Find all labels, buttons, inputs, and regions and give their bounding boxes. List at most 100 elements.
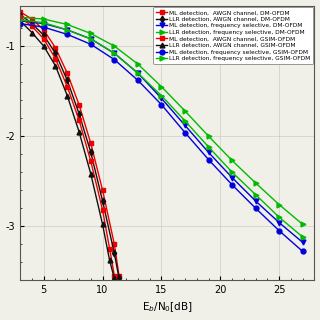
ML detection,  AWGN channel, DM-OFDM [53,46,57,50]
ML detection, frequency selective, DM-OFDM [18,19,22,23]
ML detection, frequency selective, DM-OFDM [301,240,305,244]
ML detection, frequency selective, DM-OFDM [42,22,46,26]
LLR detection, AWGN channel, GSIM-OFDM [77,130,81,133]
ML detection,  AWGN channel, GSIM-OFDM [77,118,81,122]
Line: ML detection, frequency selective, DM-OFDM: ML detection, frequency selective, DM-OF… [18,19,305,245]
LLR detection, frequency selective, DM-OFDM [136,62,140,66]
LLR detection, frequency selective, GSIM-OFDM [18,18,22,22]
ML detection, frequency selective, GSIM-OFDM [89,42,93,46]
ML detection, frequency selective, DM-OFDM [112,52,116,55]
LLR detection, AWGN channel, GSIM-OFDM [65,94,69,98]
ML detection,  AWGN channel, GSIM-OFDM [18,15,22,19]
ML detection,  AWGN channel, DM-OFDM [42,28,46,32]
LLR detection, AWGN channel, DM-OFDM [101,199,105,203]
LLR detection, frequency selective, DM-OFDM [65,22,69,26]
ML detection,  AWGN channel, GSIM-OFDM [108,247,112,251]
LLR detection, frequency selective, GSIM-OFDM [230,170,234,174]
LLR detection, AWGN channel, DM-OFDM [117,276,121,280]
ML detection, frequency selective, GSIM-OFDM [277,229,281,233]
ML detection, frequency selective, DM-OFDM [207,150,211,154]
ML detection, frequency selective, DM-OFDM [89,37,93,41]
LLR detection, frequency selective, DM-OFDM [159,85,163,89]
LLR detection, frequency selective, GSIM-OFDM [207,145,211,149]
LLR detection, AWGN channel, GSIM-OFDM [89,172,93,176]
ML detection, frequency selective, GSIM-OFDM [42,25,46,29]
Line: ML detection,  AWGN channel, GSIM-OFDM: ML detection, AWGN channel, GSIM-OFDM [18,15,117,278]
ML detection, frequency selective, DM-OFDM [254,199,258,203]
LLR detection, AWGN channel, GSIM-OFDM [18,19,22,23]
ML detection, frequency selective, GSIM-OFDM [159,103,163,107]
LLR detection, AWGN channel, DM-OFDM [18,13,22,17]
LLR detection, frequency selective, DM-OFDM [112,44,116,48]
ML detection,  AWGN channel, GSIM-OFDM [30,24,34,28]
LLR detection, frequency selective, DM-OFDM [277,203,281,206]
LLR detection, frequency selective, GSIM-OFDM [136,71,140,75]
Line: ML detection,  AWGN channel, DM-OFDM: ML detection, AWGN channel, DM-OFDM [18,9,122,278]
LLR detection, frequency selective, DM-OFDM [254,181,258,185]
ML detection, frequency selective, DM-OFDM [159,96,163,100]
LLR detection, AWGN channel, DM-OFDM [30,22,34,26]
LLR detection, frequency selective, GSIM-OFDM [301,235,305,239]
ML detection,  AWGN channel, DM-OFDM [117,274,121,278]
ML detection,  AWGN channel, DM-OFDM [112,242,116,246]
ML detection, frequency selective, GSIM-OFDM [65,32,69,36]
LLR detection, frequency selective, GSIM-OFDM [42,21,46,25]
ML detection, frequency selective, DM-OFDM [277,221,281,225]
ML detection, frequency selective, DM-OFDM [230,176,234,180]
ML detection,  AWGN channel, DM-OFDM [101,188,105,192]
ML detection,  AWGN channel, DM-OFDM [89,141,93,145]
ML detection,  AWGN channel, GSIM-OFDM [112,274,116,278]
Line: LLR detection, frequency selective, GSIM-OFDM: LLR detection, frequency selective, GSIM… [18,18,305,239]
LLR detection, frequency selective, DM-OFDM [230,158,234,162]
Line: LLR detection, frequency selective, DM-OFDM: LLR detection, frequency selective, DM-O… [18,15,305,227]
LLR detection, AWGN channel, GSIM-OFDM [42,44,46,48]
LLR detection, AWGN channel, DM-OFDM [112,251,116,255]
ML detection, frequency selective, GSIM-OFDM [301,250,305,253]
ML detection,  AWGN channel, DM-OFDM [18,10,22,14]
Line: LLR detection, AWGN channel, DM-OFDM: LLR detection, AWGN channel, DM-OFDM [18,12,122,281]
LLR detection, frequency selective, GSIM-OFDM [183,119,187,123]
ML detection,  AWGN channel, GSIM-OFDM [101,208,105,212]
Line: ML detection, frequency selective, GSIM-OFDM: ML detection, frequency selective, GSIM-… [18,21,305,254]
LLR detection, frequency selective, DM-OFDM [42,17,46,21]
LLR detection, frequency selective, GSIM-OFDM [65,28,69,32]
X-axis label: E$_b$/N$_0$[dB]: E$_b$/N$_0$[dB] [142,300,193,315]
LLR detection, frequency selective, GSIM-OFDM [254,193,258,196]
LLR detection, AWGN channel, DM-OFDM [89,150,93,154]
LLR detection, frequency selective, DM-OFDM [301,222,305,226]
LLR detection, frequency selective, DM-OFDM [183,109,187,113]
LLR detection, frequency selective, GSIM-OFDM [89,37,93,41]
LLR detection, AWGN channel, DM-OFDM [77,112,81,116]
LLR detection, AWGN channel, DM-OFDM [42,33,46,37]
LLR detection, AWGN channel, GSIM-OFDM [30,31,34,35]
LLR detection, frequency selective, DM-OFDM [18,15,22,19]
ML detection,  AWGN channel, GSIM-OFDM [65,85,69,89]
ML detection, frequency selective, GSIM-OFDM [112,58,116,61]
ML detection, frequency selective, DM-OFDM [136,71,140,75]
LLR detection, frequency selective, GSIM-OFDM [159,94,163,98]
ML detection, frequency selective, GSIM-OFDM [183,131,187,134]
ML detection, frequency selective, DM-OFDM [183,124,187,127]
LLR detection, AWGN channel, DM-OFDM [65,78,69,82]
ML detection, frequency selective, GSIM-OFDM [230,183,234,187]
ML detection,  AWGN channel, GSIM-OFDM [42,37,46,41]
LLR detection, AWGN channel, DM-OFDM [53,52,57,55]
LLR detection, AWGN channel, GSIM-OFDM [108,259,112,262]
ML detection,  AWGN channel, GSIM-OFDM [53,57,57,60]
Legend: ML detection,  AWGN channel, DM-OFDM, LLR detection, AWGN channel, DM-OFDM, ML d: ML detection, AWGN channel, DM-OFDM, LLR… [153,7,313,64]
LLR detection, frequency selective, DM-OFDM [207,134,211,138]
ML detection,  AWGN channel, DM-OFDM [77,103,81,107]
LLR detection, AWGN channel, GSIM-OFDM [112,276,116,280]
LLR detection, AWGN channel, GSIM-OFDM [53,64,57,68]
ML detection,  AWGN channel, GSIM-OFDM [89,159,93,163]
ML detection, frequency selective, GSIM-OFDM [207,158,211,162]
ML detection,  AWGN channel, DM-OFDM [30,17,34,21]
LLR detection, frequency selective, GSIM-OFDM [277,215,281,219]
Line: LLR detection, AWGN channel, GSIM-OFDM: LLR detection, AWGN channel, GSIM-OFDM [18,19,117,281]
ML detection, frequency selective, GSIM-OFDM [18,22,22,26]
LLR detection, frequency selective, GSIM-OFDM [112,52,116,55]
ML detection, frequency selective, DM-OFDM [65,28,69,32]
ML detection,  AWGN channel, DM-OFDM [65,71,69,75]
ML detection, frequency selective, GSIM-OFDM [254,206,258,210]
LLR detection, AWGN channel, GSIM-OFDM [101,222,105,226]
